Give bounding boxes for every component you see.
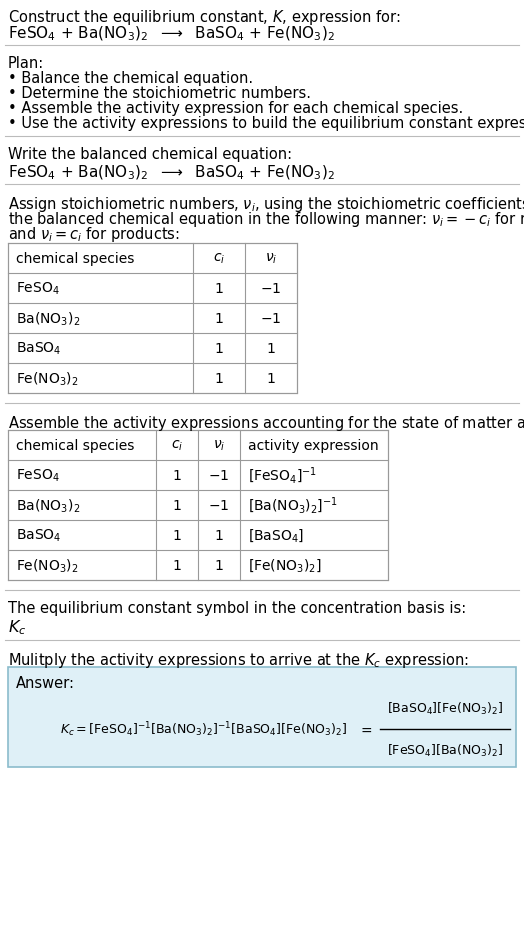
Text: BaSO$_4$: BaSO$_4$ bbox=[16, 341, 61, 357]
Text: chemical species: chemical species bbox=[16, 439, 134, 452]
Text: Fe(NO$_3$)$_2$: Fe(NO$_3$)$_2$ bbox=[16, 370, 79, 387]
Text: $c_i$: $c_i$ bbox=[171, 438, 183, 453]
Text: 1: 1 bbox=[172, 499, 181, 512]
Text: $\nu_i$: $\nu_i$ bbox=[265, 251, 277, 266]
Text: Ba(NO$_3$)$_2$: Ba(NO$_3$)$_2$ bbox=[16, 497, 80, 514]
Text: 1: 1 bbox=[172, 559, 181, 572]
Text: 1: 1 bbox=[267, 342, 276, 356]
Text: $-$1: $-$1 bbox=[260, 282, 281, 296]
Text: FeSO$_4$: FeSO$_4$ bbox=[16, 467, 60, 484]
Text: [Fe(NO$_3$)$_2$]: [Fe(NO$_3$)$_2$] bbox=[248, 557, 322, 574]
Text: 1: 1 bbox=[214, 311, 223, 326]
Text: the balanced chemical equation in the following manner: $\nu_i = -c_i$ for react: the balanced chemical equation in the fo… bbox=[8, 209, 524, 228]
Text: Plan:: Plan: bbox=[8, 56, 44, 71]
Text: 1: 1 bbox=[214, 559, 223, 572]
Text: 1: 1 bbox=[172, 468, 181, 483]
Text: $-$1: $-$1 bbox=[209, 499, 230, 512]
Text: The equilibrium constant symbol in the concentration basis is:: The equilibrium constant symbol in the c… bbox=[8, 601, 466, 615]
Text: $c_i$: $c_i$ bbox=[213, 251, 225, 266]
Text: $[\mathrm{FeSO_4}][\mathrm{Ba(NO_3)_2}]$: $[\mathrm{FeSO_4}][\mathrm{Ba(NO_3)_2}]$ bbox=[387, 743, 503, 759]
Text: [Ba(NO$_3$)$_2$]$^{-1}$: [Ba(NO$_3$)$_2$]$^{-1}$ bbox=[248, 495, 338, 516]
Text: [BaSO$_4$]: [BaSO$_4$] bbox=[248, 527, 304, 544]
Text: 1: 1 bbox=[267, 371, 276, 386]
Text: $-$1: $-$1 bbox=[260, 311, 281, 326]
Text: 1: 1 bbox=[214, 528, 223, 543]
Text: [FeSO$_4$]$^{-1}$: [FeSO$_4$]$^{-1}$ bbox=[248, 466, 317, 486]
Text: Write the balanced chemical equation:: Write the balanced chemical equation: bbox=[8, 147, 292, 162]
Text: Assemble the activity expressions accounting for the state of matter and $\nu_i$: Assemble the activity expressions accoun… bbox=[8, 413, 524, 432]
FancyBboxPatch shape bbox=[8, 667, 516, 767]
Text: • Assemble the activity expression for each chemical species.: • Assemble the activity expression for e… bbox=[8, 101, 463, 116]
Text: $[\mathrm{BaSO_4}][\mathrm{Fe(NO_3)_2}]$: $[\mathrm{BaSO_4}][\mathrm{Fe(NO_3)_2}]$ bbox=[387, 700, 503, 716]
Text: activity expression: activity expression bbox=[248, 439, 379, 452]
Text: • Balance the chemical equation.: • Balance the chemical equation. bbox=[8, 71, 253, 86]
Text: 1: 1 bbox=[214, 371, 223, 386]
Text: $\nu_i$: $\nu_i$ bbox=[213, 438, 225, 453]
Text: FeSO$_4$ + Ba(NO$_3$)$_2$  $\longrightarrow$  BaSO$_4$ + Fe(NO$_3$)$_2$: FeSO$_4$ + Ba(NO$_3$)$_2$ $\longrightarr… bbox=[8, 25, 335, 44]
FancyBboxPatch shape bbox=[8, 430, 388, 581]
Text: and $\nu_i = c_i$ for products:: and $\nu_i = c_i$ for products: bbox=[8, 225, 180, 244]
Text: $=$: $=$ bbox=[358, 723, 373, 736]
Text: chemical species: chemical species bbox=[16, 251, 134, 266]
Text: $K_c$: $K_c$ bbox=[8, 617, 26, 636]
Text: 1: 1 bbox=[172, 528, 181, 543]
Text: BaSO$_4$: BaSO$_4$ bbox=[16, 527, 61, 544]
Text: 1: 1 bbox=[214, 282, 223, 296]
Text: Construct the equilibrium constant, $K$, expression for:: Construct the equilibrium constant, $K$,… bbox=[8, 8, 401, 27]
Text: FeSO$_4$: FeSO$_4$ bbox=[16, 281, 60, 297]
Text: Answer:: Answer: bbox=[16, 675, 75, 690]
FancyBboxPatch shape bbox=[8, 244, 297, 393]
Text: Mulitply the activity expressions to arrive at the $K_c$ expression:: Mulitply the activity expressions to arr… bbox=[8, 650, 469, 669]
Text: • Use the activity expressions to build the equilibrium constant expression.: • Use the activity expressions to build … bbox=[8, 116, 524, 130]
Text: Fe(NO$_3$)$_2$: Fe(NO$_3$)$_2$ bbox=[16, 557, 79, 574]
Text: 1: 1 bbox=[214, 342, 223, 356]
Text: $K_c = [\mathrm{FeSO_4}]^{-1}[\mathrm{Ba(NO_3)_2}]^{-1}[\mathrm{BaSO_4}][\mathrm: $K_c = [\mathrm{FeSO_4}]^{-1}[\mathrm{Ba… bbox=[60, 720, 347, 739]
Text: FeSO$_4$ + Ba(NO$_3$)$_2$  $\longrightarrow$  BaSO$_4$ + Fe(NO$_3$)$_2$: FeSO$_4$ + Ba(NO$_3$)$_2$ $\longrightarr… bbox=[8, 164, 335, 182]
Text: Assign stoichiometric numbers, $\nu_i$, using the stoichiometric coefficients, $: Assign stoichiometric numbers, $\nu_i$, … bbox=[8, 195, 524, 214]
Text: $-$1: $-$1 bbox=[209, 468, 230, 483]
Text: • Determine the stoichiometric numbers.: • Determine the stoichiometric numbers. bbox=[8, 86, 311, 101]
Text: Ba(NO$_3$)$_2$: Ba(NO$_3$)$_2$ bbox=[16, 310, 80, 327]
